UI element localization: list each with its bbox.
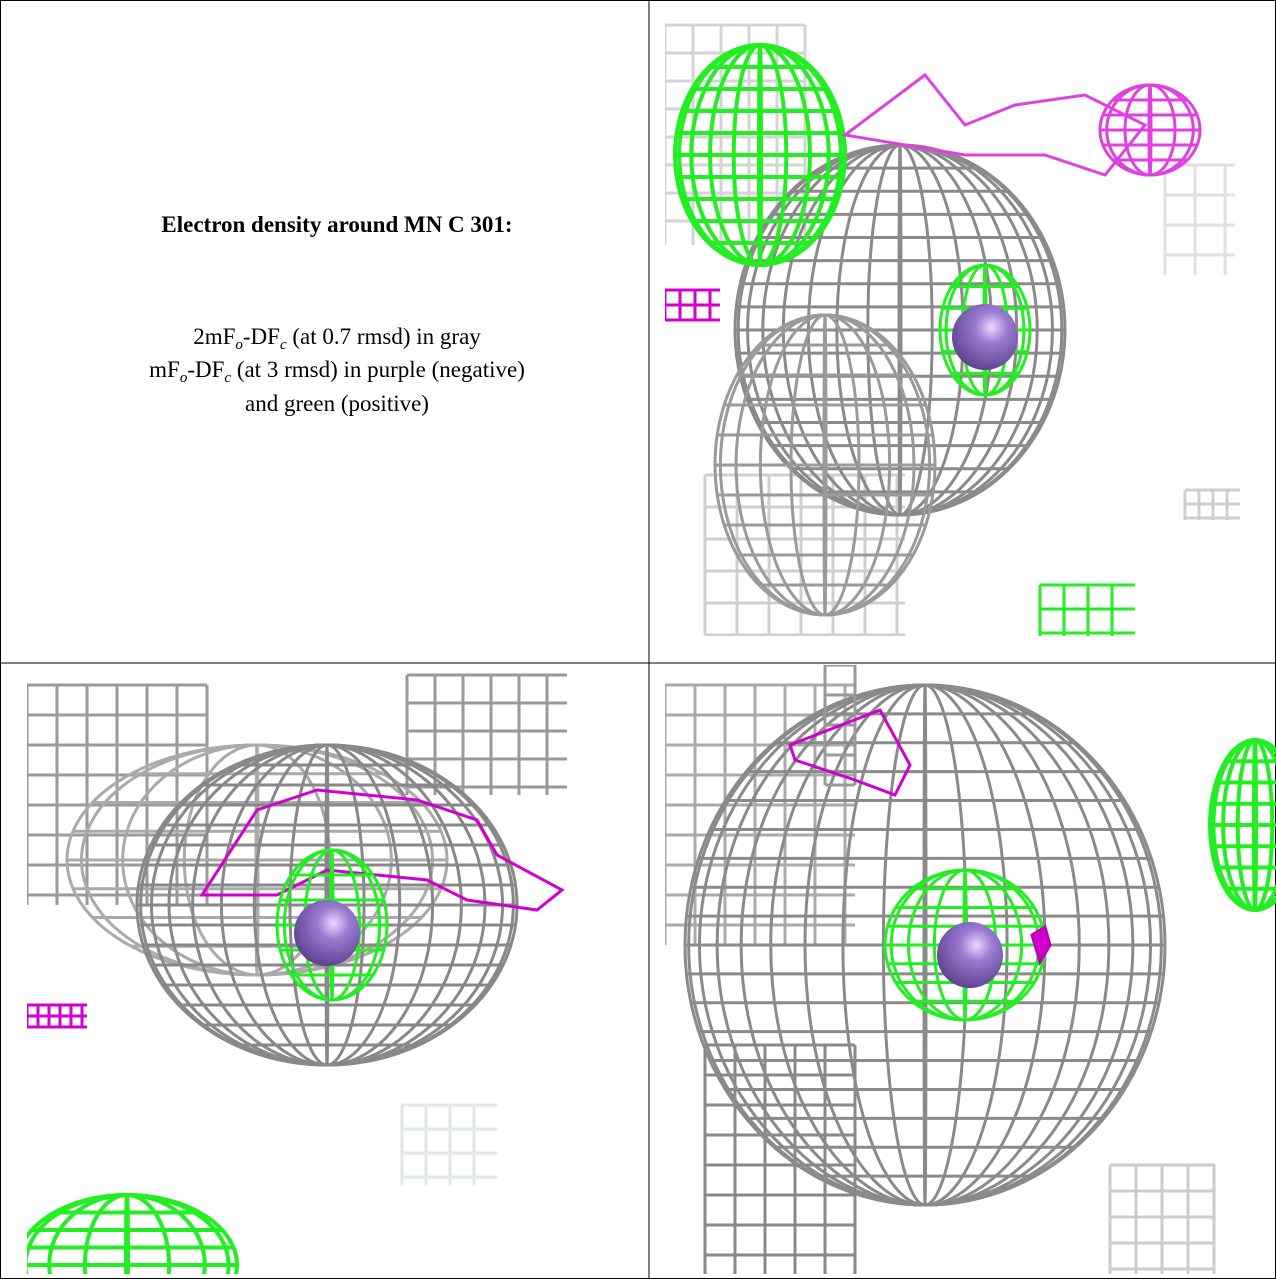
- density-image: [27, 673, 567, 1274]
- mesh: [135, 743, 519, 1067]
- mn-atom: [952, 304, 1018, 370]
- mesh: [275, 848, 389, 1002]
- mesh: [788, 708, 912, 797]
- caption-text: 2mF: [193, 324, 236, 349]
- mn-atom: [937, 922, 1003, 988]
- caption-title: Electron density around MN C 301:: [161, 212, 513, 237]
- mesh: [713, 313, 937, 617]
- mesh: [703, 1043, 857, 1274]
- mesh: [27, 1193, 239, 1274]
- mesh: [673, 43, 847, 267]
- mesh: [27, 1003, 87, 1029]
- caption-line: and green (positive): [27, 391, 647, 417]
- mesh: [841, 72, 1148, 177]
- density-image: [665, 665, 1276, 1274]
- caption-line: mFo-DFc (at 3 rmsd) in purple (negative): [27, 357, 647, 386]
- caption-text: c: [279, 337, 287, 353]
- mesh: [1030, 924, 1052, 966]
- caption-text: mF: [149, 357, 180, 382]
- density-image: [665, 23, 1240, 636]
- mesh: [27, 683, 209, 905]
- mesh: [400, 1103, 497, 1185]
- caption-text: (at 3 rmsd) in purple (negative): [231, 357, 525, 382]
- caption-text: o: [235, 337, 243, 353]
- mesh: [823, 665, 857, 787]
- mn-atom: [294, 900, 360, 966]
- mesh: [1108, 1163, 1216, 1274]
- caption-text: -DF: [242, 324, 280, 349]
- caption-text: (at 0.7 rmsd) in gray: [286, 324, 481, 349]
- mesh: [665, 288, 720, 322]
- caption-line: 2mFo-DFc (at 0.7 rmsd) in gray: [27, 324, 647, 353]
- caption-text: c: [224, 370, 232, 386]
- mesh: [1163, 163, 1235, 275]
- caption-text: -DF: [187, 357, 225, 382]
- mesh: [1208, 738, 1276, 912]
- mesh: [1098, 83, 1202, 177]
- caption-text: and green (positive): [245, 391, 429, 416]
- caption-text: o: [179, 370, 188, 386]
- mesh: [199, 788, 565, 912]
- mesh: [1038, 583, 1135, 636]
- mesh: [1183, 488, 1240, 520]
